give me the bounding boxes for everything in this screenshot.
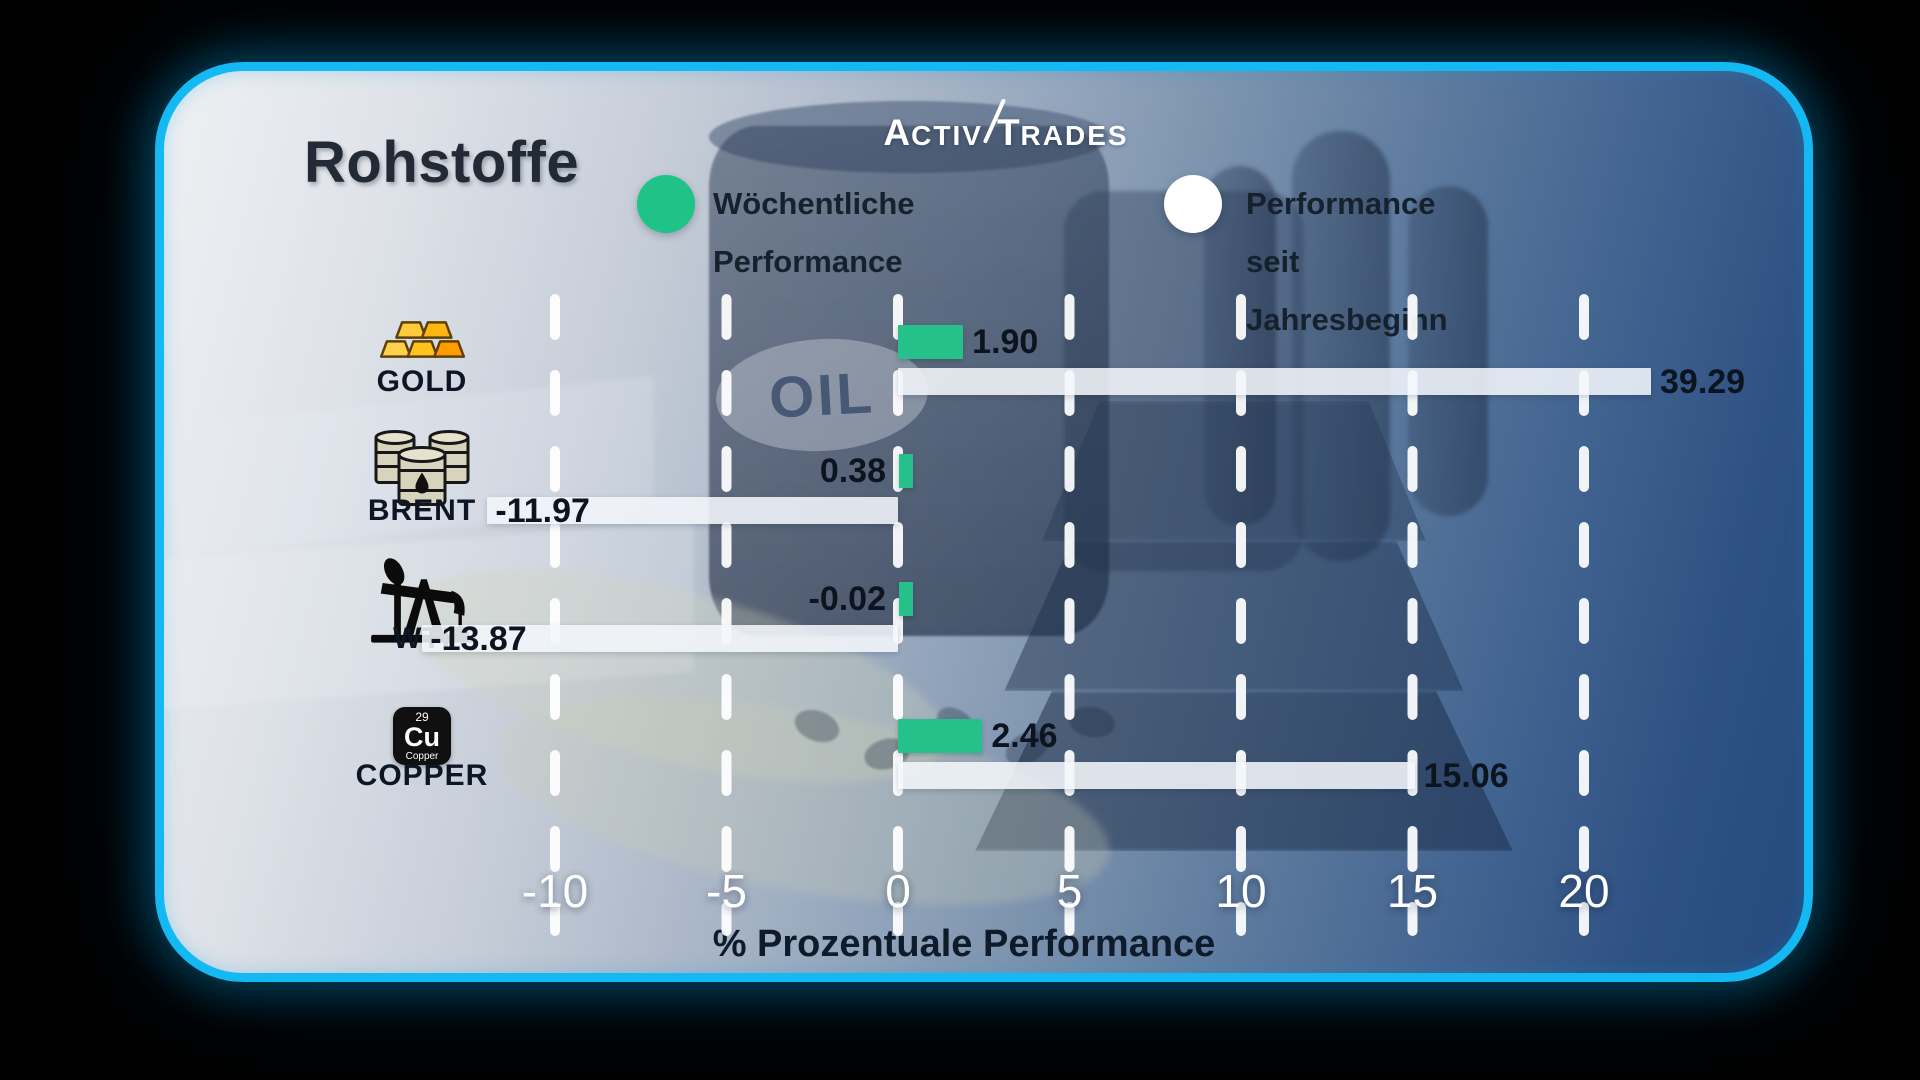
x-tick-label--5: -5 [706, 865, 747, 917]
bar-chart-plot-area: % Prozentuale Performance -10 -5 0 5 10 15 20 G… [164, 71, 1804, 973]
category-label-brent: BRENT [367, 494, 477, 527]
wti-weekly-bar [899, 582, 913, 616]
oil-barrels-icon [372, 429, 472, 514]
x-tick-label-10: 10 [1215, 865, 1267, 917]
copper-weekly-bar [898, 719, 983, 753]
category-label-gold: GOLD [376, 365, 468, 398]
x-tick-label-15: 15 [1386, 865, 1439, 917]
wti-weekly-value: -0.02 [808, 580, 887, 618]
copper-ytd-bar [898, 762, 1415, 789]
x-tick-label-5: 5 [1056, 865, 1083, 917]
logo-text-trades-initial: T [996, 112, 1021, 153]
x-axis-label: % Prozentuale Performance [712, 923, 1216, 965]
gold-bars-icon [365, 319, 479, 366]
brent-weekly-value: 0.38 [819, 452, 886, 490]
wti-ytd-value: -13.87 [430, 619, 527, 658]
legend-ytd-dot-icon [1164, 175, 1222, 233]
copper-weekly-value: 2.46 [991, 717, 1058, 755]
activtrades-logo: A CTIV T RADES [883, 97, 1128, 154]
x-tick-label--10: -10 [521, 865, 589, 917]
x-tick-label-0: 0 [885, 865, 911, 917]
legend-weekly-dot-icon [637, 175, 695, 233]
x-tick-label-20: 20 [1558, 865, 1610, 917]
copper-element-icon: 29 Cu Copper [393, 707, 451, 765]
brent-weekly-bar [899, 454, 913, 488]
gold-weekly-value: 1.90 [972, 323, 1039, 361]
logo-text-activ: CTIV [911, 120, 983, 151]
wti-ytd-bar [422, 625, 898, 652]
copper-ytd-value: 15.06 [1423, 756, 1509, 795]
legend-weekly-label: Wöchentliche Performance [713, 186, 915, 279]
gold-ytd-bar [898, 368, 1651, 395]
gold-weekly-bar [898, 325, 964, 359]
dashed-gridlines [550, 294, 1589, 936]
infographic-card: OIL A CTIV T RADES Rohstoffe Wöchentliche P… [155, 62, 1813, 982]
logo-text-trades: RADES [1020, 120, 1129, 151]
gold-ytd-value: 39.29 [1660, 362, 1746, 401]
logo-text-activ-initial: A [883, 112, 912, 153]
brent-ytd-value: -11.97 [495, 491, 590, 530]
page-title: Rohstoffe [304, 130, 580, 195]
brent-ytd-bar [487, 497, 898, 524]
category-label-copper: COPPER [355, 759, 489, 792]
